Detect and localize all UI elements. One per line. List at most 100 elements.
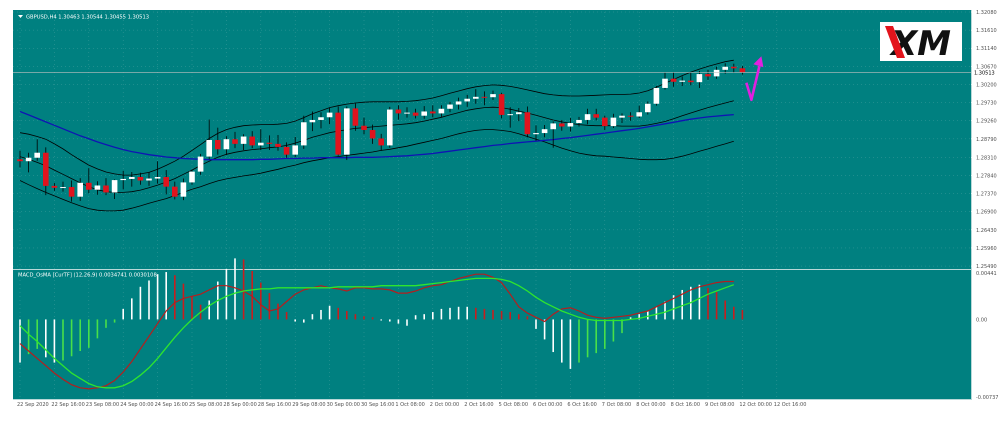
candle-body-bull bbox=[34, 152, 40, 158]
price-tick-label: 1.31610 bbox=[976, 28, 997, 34]
bollinger-upper-line bbox=[19, 59, 734, 176]
candle-body-bull bbox=[60, 187, 66, 189]
time-tick-label: 30 Sep 00:00 bbox=[327, 402, 360, 408]
candle bbox=[111, 179, 118, 199]
candle bbox=[197, 153, 204, 175]
candle bbox=[627, 112, 634, 121]
time-tick-label: 12 Oct 16:00 bbox=[774, 402, 807, 408]
candle bbox=[34, 139, 40, 161]
candle bbox=[404, 107, 410, 118]
candle bbox=[369, 124, 376, 144]
price-tick-label: 1.26900 bbox=[976, 210, 997, 216]
time-tick-label: 9 Oct 08:00 bbox=[705, 402, 734, 408]
symbol-dropdown-icon[interactable] bbox=[18, 15, 23, 18]
candle-body-bear bbox=[593, 114, 599, 118]
candle bbox=[275, 134, 281, 151]
candle-body-bear bbox=[283, 146, 290, 155]
candle-body-bull bbox=[206, 140, 212, 157]
candle-body-bear bbox=[172, 186, 178, 197]
candle bbox=[722, 63, 728, 74]
candle bbox=[602, 115, 608, 130]
candle-body-bear bbox=[17, 159, 23, 162]
xm-logo: XM bbox=[880, 22, 962, 64]
candle-body-bear bbox=[335, 112, 341, 155]
price-tick-label: 1.29260 bbox=[976, 119, 997, 125]
candle-body-bull bbox=[713, 69, 720, 77]
candle-body-bull bbox=[576, 119, 582, 124]
candle-body-bear bbox=[137, 177, 144, 181]
candle bbox=[679, 76, 685, 87]
candle-body-bull bbox=[507, 114, 513, 116]
candle-body-bear bbox=[705, 74, 711, 77]
current-price-line: 1.30513 bbox=[13, 68, 1005, 77]
candle bbox=[309, 111, 316, 132]
candle bbox=[430, 105, 436, 118]
candle-body-bear bbox=[369, 129, 376, 139]
candle bbox=[103, 178, 109, 196]
candle-body-bull bbox=[154, 177, 161, 179]
candle-body-bear bbox=[559, 123, 565, 127]
candle-body-bear bbox=[215, 140, 221, 150]
time-tick-label: 8 Oct 16:00 bbox=[671, 402, 700, 408]
price-tick-label: 1.26430 bbox=[976, 228, 997, 234]
candle-body-bear bbox=[602, 117, 608, 127]
candle-body-bear bbox=[430, 111, 436, 114]
plot-area[interactable] bbox=[13, 10, 971, 400]
time-tick-label: 24 Sep 00:00 bbox=[120, 402, 153, 408]
candle bbox=[77, 178, 83, 201]
candle bbox=[120, 170, 126, 190]
candle bbox=[464, 94, 470, 107]
candle bbox=[421, 106, 427, 119]
candle bbox=[713, 66, 720, 79]
candle-body-bear bbox=[68, 187, 75, 197]
candle-body-bear bbox=[481, 96, 488, 98]
candle-body-bull bbox=[421, 111, 427, 116]
candlesticks bbox=[17, 63, 746, 202]
price-tick-label: 1.27370 bbox=[976, 192, 997, 198]
candle-body-bull bbox=[240, 136, 247, 144]
candle bbox=[662, 72, 668, 90]
candle bbox=[438, 105, 445, 117]
candle bbox=[550, 121, 556, 148]
candle bbox=[301, 115, 307, 149]
candle bbox=[455, 97, 462, 110]
candle-body-bull bbox=[662, 78, 668, 88]
candle-body-bear bbox=[51, 185, 58, 188]
time-tick-label: 24 Sep 16:00 bbox=[155, 402, 188, 408]
candle-body-bear bbox=[627, 115, 634, 117]
price-tick-label: 1.25490 bbox=[976, 264, 997, 270]
candle-body-bull bbox=[309, 119, 316, 123]
candle-body-bull bbox=[129, 177, 135, 179]
macd-panel bbox=[19, 258, 744, 390]
candle-body-bull bbox=[223, 139, 230, 150]
candle bbox=[481, 91, 488, 106]
candle-body-bear bbox=[249, 136, 255, 146]
forecast-arrow-head-icon bbox=[753, 56, 764, 68]
candle bbox=[541, 124, 548, 138]
candle-body-bull bbox=[404, 112, 410, 114]
macd-info-label: MACD_OsMA [CurTF] (12,26,9) 0.0034741 0.… bbox=[18, 273, 157, 279]
candle bbox=[318, 112, 324, 129]
candle bbox=[619, 113, 625, 124]
time-tick-label: 2 Oct 16:00 bbox=[464, 402, 493, 408]
candle bbox=[645, 101, 651, 115]
candle bbox=[447, 101, 453, 113]
candle bbox=[567, 118, 574, 132]
candle-body-bull bbox=[301, 122, 307, 146]
candle bbox=[172, 181, 178, 200]
candle bbox=[215, 127, 221, 155]
candle bbox=[507, 107, 513, 128]
time-tick-label: 5 Oct 08:00 bbox=[499, 402, 528, 408]
candle-body-bear bbox=[361, 125, 367, 130]
candle bbox=[154, 161, 161, 184]
time-tick-label: 22 Sep 2020 bbox=[17, 402, 49, 408]
candle-body-bear bbox=[266, 142, 273, 144]
candle bbox=[94, 181, 101, 195]
candle bbox=[576, 116, 582, 127]
candle-body-bull bbox=[679, 80, 685, 82]
macd-line bbox=[19, 273, 734, 390]
candle-body-bull bbox=[550, 123, 556, 130]
candle-body-bull bbox=[344, 108, 350, 155]
candle-body-bear bbox=[688, 80, 694, 83]
